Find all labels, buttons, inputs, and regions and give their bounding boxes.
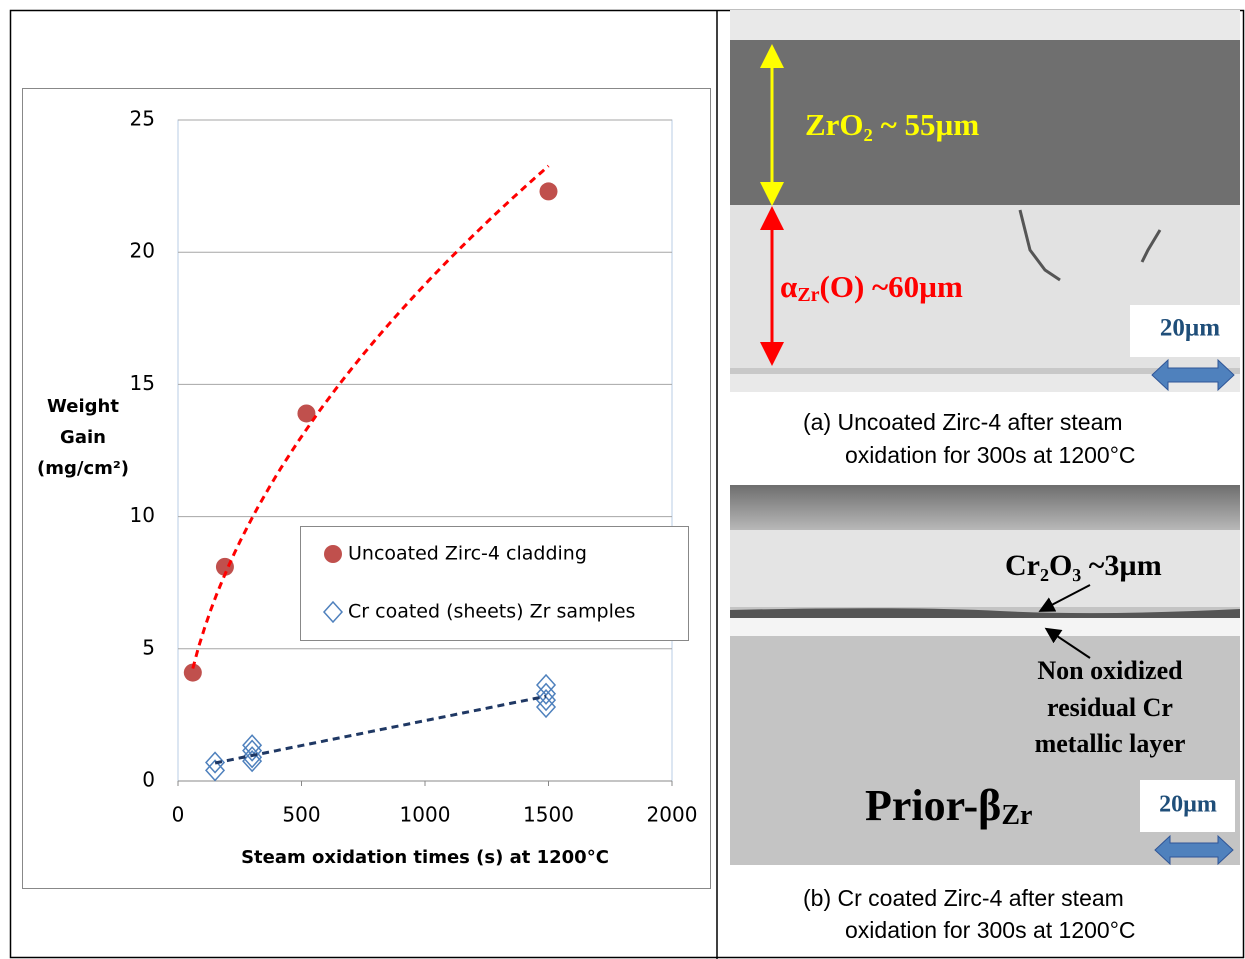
layer-label: Prior-βZr	[865, 781, 1032, 831]
y-tick-label: 25	[130, 107, 155, 131]
legend-label: Uncoated Zirc-4 cladding	[348, 543, 587, 565]
label-part: Prior-β	[865, 781, 1001, 830]
y-tick-label: 5	[142, 635, 155, 659]
micrograph-a: ZrO₂ ~ 55µm αZr(O) ~60µm 20µm	[730, 10, 1240, 392]
label-part: (O) ~60µm	[820, 269, 963, 304]
data-point	[297, 404, 316, 423]
caption: (a) Uncoated Zirc-4 after steam	[803, 409, 1123, 435]
y-tick-label: 15	[130, 371, 155, 395]
y-tick-label: 10	[130, 503, 155, 527]
data-point	[242, 750, 263, 773]
x-tick-label: 1500	[523, 803, 574, 827]
outer-border	[9, 9, 1245, 959]
layer-label: residual Cr	[1047, 693, 1173, 722]
layer-label: metallic layer	[1035, 729, 1186, 758]
caption: oxidation for 300s at 1200°C	[845, 917, 1136, 943]
y-axis-label: Gain	[60, 427, 106, 448]
caption: (b) Cr coated Zirc-4 after steam	[803, 885, 1124, 911]
chart-frame	[22, 88, 711, 889]
label-part: Zr	[797, 284, 819, 306]
label-part: Zr	[1001, 800, 1032, 831]
x-tick-label: 2000	[647, 803, 698, 827]
data-point	[536, 682, 557, 705]
x-tick-label: 500	[282, 803, 320, 827]
legend-marker	[322, 600, 344, 624]
data-point	[539, 182, 558, 201]
layer-label: αZr(O) ~60µm	[780, 269, 963, 305]
trendline	[191, 164, 550, 669]
data-point	[183, 663, 202, 682]
data-point	[536, 673, 557, 697]
data-point	[242, 739, 263, 762]
legend-label: Cr coated (sheets) Zr samples	[348, 601, 635, 623]
y-axis-label: Weight	[47, 396, 119, 417]
scale-label: 20µm	[1159, 792, 1217, 818]
data-point	[205, 751, 226, 774]
scale-label: 20µm	[1160, 315, 1220, 342]
layer-label: Non oxidized	[1037, 656, 1183, 685]
legend-box	[300, 526, 689, 641]
y-tick-label: 0	[142, 768, 155, 792]
layer-label: Cr₂O₃ ~3µm	[1005, 549, 1162, 582]
x-tick-label: 1000	[400, 803, 451, 827]
y-axis-label: (mg/cm²)	[37, 458, 129, 479]
legend-marker	[324, 545, 342, 563]
y-tick-label: 20	[130, 239, 155, 263]
micrograph-b: Cr₂O₃ ~3µm Non oxidized residual Cr meta…	[730, 485, 1240, 866]
label-part: α	[780, 269, 797, 304]
x-axis-label: Steam oxidation times (s) at 1200°C	[241, 847, 609, 868]
x-tick-label: 0	[172, 803, 185, 827]
layer-label: ZrO₂ ~ 55µm	[805, 107, 979, 142]
data-point	[205, 759, 226, 782]
trendline	[214, 694, 547, 765]
caption: oxidation for 300s at 1200°C	[845, 442, 1136, 468]
chart: 0 5 10 15 20 25 0 500 1000 1500 2000 Steam oxidatio…	[37, 107, 697, 869]
